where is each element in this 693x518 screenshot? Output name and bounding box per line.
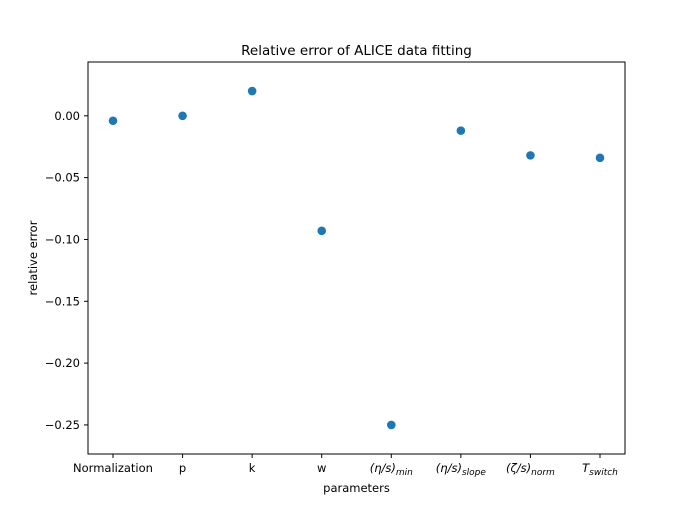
data-point — [526, 151, 535, 160]
x-tick-label: Tswitch — [582, 461, 618, 478]
data-point — [386, 420, 396, 430]
x-tick-label: k — [249, 461, 256, 475]
data-point — [456, 126, 466, 135]
plot-area — [87, 61, 626, 455]
y-tick-label: −0.25 — [45, 418, 80, 432]
y-axis: 0.00 −0.05 −0.10 −0.15 −0.20 −0.25 — [45, 109, 88, 432]
x-tick-label-main: (η/s) — [436, 461, 462, 475]
data-point — [247, 86, 257, 96]
x-tick-label-main: (η/s) — [370, 461, 396, 475]
y-axis-label: relative error — [26, 220, 40, 295]
y-tick-label: −0.05 — [45, 171, 80, 185]
y-tick-label: −0.15 — [45, 294, 80, 308]
x-tick-label-subscript: min — [396, 468, 413, 478]
x-tick-label-subscript: switch — [589, 468, 618, 478]
x-axis: Normalization p k w (η/s)min (η/s)slope (ζ/s)n… — [73, 454, 618, 478]
x-tick-label-main: T — [582, 461, 590, 475]
y-tick-label: −0.20 — [45, 356, 80, 370]
x-tick-label-main: p — [179, 461, 186, 475]
x-axis-label: parameters — [323, 481, 390, 495]
x-tick-label: (ζ/s)norm — [506, 461, 555, 478]
y-tick-label: 0.00 — [54, 109, 80, 123]
x-tick-label-subscript: norm — [531, 468, 555, 478]
x-tick-label-subscript: slope — [462, 468, 486, 478]
data-point — [595, 153, 605, 163]
x-tick-label: Normalization — [73, 461, 153, 475]
x-tick-label: (η/s)min — [370, 461, 413, 478]
x-tick-label: (η/s)slope — [436, 461, 487, 478]
x-tick-label: w — [317, 461, 326, 475]
chart-title: Relative error of ALICE data fitting — [241, 43, 472, 59]
x-tick-label-main: k — [249, 461, 256, 475]
x-tick-label: p — [179, 461, 186, 475]
data-point — [317, 226, 327, 236]
x-tick-label-main: Normalization — [73, 461, 153, 475]
y-tick-label: −0.10 — [45, 232, 80, 246]
x-tick-label-main: w — [317, 461, 326, 475]
data-point — [108, 116, 118, 126]
data-points — [108, 86, 605, 430]
x-tick-label-main: (ζ/s) — [506, 461, 531, 475]
data-point — [178, 111, 187, 121]
